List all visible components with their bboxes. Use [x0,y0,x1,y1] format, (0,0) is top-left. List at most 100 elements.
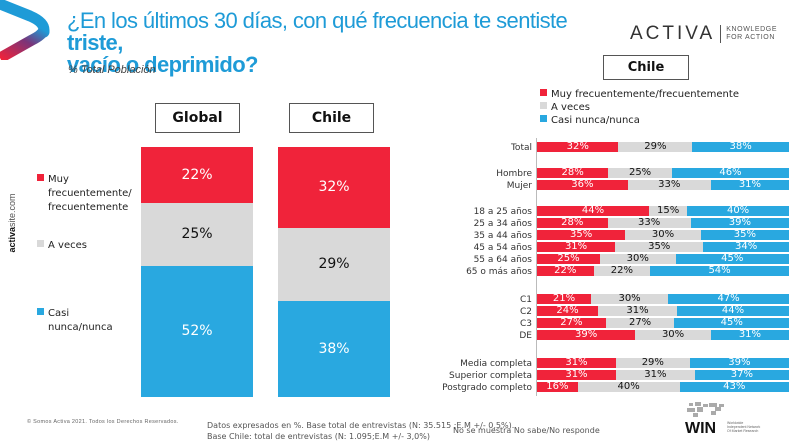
bar-row-8-muy-frecuentemente: 22% [537,266,594,276]
right-axis-line [536,138,537,396]
data-label: 37% [730,369,754,380]
brand-tagline: KNOWLEDGE FOR ACTION [726,26,778,41]
category-label: 55 a 64 años [473,255,532,265]
bar-chile-muy-frecuentemente: 32% [278,147,390,228]
legend-item-muy-frecuentemente: Muy frecuentemente/ frecuentemente [37,173,132,215]
data-label: 30% [618,293,641,304]
bar-row-8-casi-nunca: 54% [650,266,789,276]
data-label: 39% [728,357,751,368]
data-label: 34% [735,241,758,252]
bar-global-a-veces: 25% [141,202,253,266]
copyright-text: © Somos Activa 2021. Todos los Derechos … [27,419,179,425]
win-logo-icon: WIN Worldwide Independent Network Of Mar… [685,402,761,437]
data-label: 29% [318,256,350,273]
category-label: Hombre [496,169,532,179]
bar-row-10-casi-nunca: 44% [677,306,789,316]
activa-brand-logo: ACTIVA KNOWLEDGE FOR ACTION [630,23,777,45]
bar-row-4-muy-frecuentemente: 28% [537,218,608,228]
data-label: 54% [708,265,731,276]
data-label: 36% [571,179,594,190]
bar-row-10-a-veces: 31% [598,306,677,316]
page-subtitle: % Total Población [68,64,156,76]
data-label: 31% [626,305,649,316]
data-label: 38% [729,141,752,152]
category-label: Postgrado completo [442,383,532,393]
base-note: Datos expresados en %. Base total de ent… [207,421,515,441]
data-label: 35% [733,229,756,240]
data-label: 21% [552,293,576,304]
svg-text:Of Market Research: Of Market Research [727,429,758,433]
category-label: 18 a 25 años [473,207,532,217]
data-label: 27% [628,317,652,328]
data-label: 15% [656,205,680,216]
data-label: 29% [644,141,667,152]
bar-row-4-casi-nunca: 39% [690,218,789,228]
right-legend-item-a-veces: A veces [540,101,739,114]
legend-item-casi-nunca: Casi nunca/nunca [37,307,113,335]
data-label: 35% [569,229,593,240]
data-label: 25% [181,226,213,243]
category-label: 45 a 54 años [473,243,532,253]
bar-row-2-a-veces: 33% [627,179,711,190]
data-label: 28% [561,167,584,178]
bar-row-7-a-veces: 30% [600,254,676,264]
right-legend: Muy frecuentemente/frecuentemente A vece… [540,88,739,127]
bar-row-1-a-veces: 25% [608,168,672,178]
right-legend-item-casi-nunca: Casi nunca/nunca [540,114,739,127]
data-label: 35% [648,241,671,252]
bar-row-9-a-veces: 30% [591,293,669,304]
bar-row-14-muy-frecuentemente: 31% [537,370,616,380]
bar-row-8-a-veces: 22% [593,266,651,276]
bar-row-10-muy-frecuentemente: 24% [537,305,599,316]
chile-title-box: Chile [603,55,689,80]
bar-row-4-a-veces: 33% [607,217,691,228]
bar-row-5-casi-nunca: 35% [700,229,789,240]
data-label: 38% [318,341,350,357]
gray-swatch-icon [37,240,44,247]
data-label: 31% [565,357,588,368]
bar-row-14-a-veces: 31% [615,369,695,380]
category-label: C1 [519,295,532,305]
bar-row-7-casi-nunca: 45% [675,253,789,264]
svg-text:Independent Network: Independent Network [727,425,761,429]
category-label: 65 o más años [466,267,532,277]
category-label: Mujer [506,181,532,191]
data-label: 44% [721,305,745,316]
data-label: 31% [644,369,667,380]
bar-row-0-muy-frecuentemente: 32% [537,142,619,152]
bar-chile-casi-nunca: 38% [278,301,390,397]
category-label: Total [510,143,532,153]
bar-global-muy-frecuentemente: 22% [141,147,253,203]
bar-row-5-muy-frecuentemente: 35% [537,229,626,240]
no-response-note: No se muestra No sabe/No responde [453,426,600,435]
bar-row-3-muy-frecuentemente: 44% [537,206,649,216]
bar-row-12-muy-frecuentemente: 39% [537,330,636,340]
data-label: 45% [721,253,744,264]
category-label: Media completa [460,359,532,369]
bar-row-13-a-veces: 29% [615,358,690,368]
brand-divider [720,25,722,43]
data-label: 31% [564,241,588,252]
red-swatch-icon [37,174,44,181]
data-label: 43% [723,381,746,392]
bar-row-6-a-veces: 35% [615,241,704,252]
category-label: DE [519,331,532,341]
data-label: 22% [554,265,577,276]
data-label: 45% [720,317,743,328]
data-label: 30% [651,229,675,240]
data-label: 25% [628,167,652,178]
bar-row-12-casi-nunca: 31% [710,330,789,340]
data-label: 52% [181,323,213,340]
bar-row-7-muy-frecuentemente: 25% [537,254,600,264]
bar-row-3-casi-nunca: 40% [687,206,789,216]
bar-row-0-a-veces: 29% [618,141,693,152]
data-label: 33% [658,179,681,190]
bar-row-3-a-veces: 15% [649,205,688,216]
data-label: 33% [638,217,661,228]
data-label: 40% [617,381,640,392]
data-label: 30% [661,329,685,340]
data-label: 24% [556,305,579,316]
bar-row-13-muy-frecuentemente: 31% [537,358,616,368]
category-label: C3 [519,319,532,329]
blue-swatch-icon [37,308,44,315]
